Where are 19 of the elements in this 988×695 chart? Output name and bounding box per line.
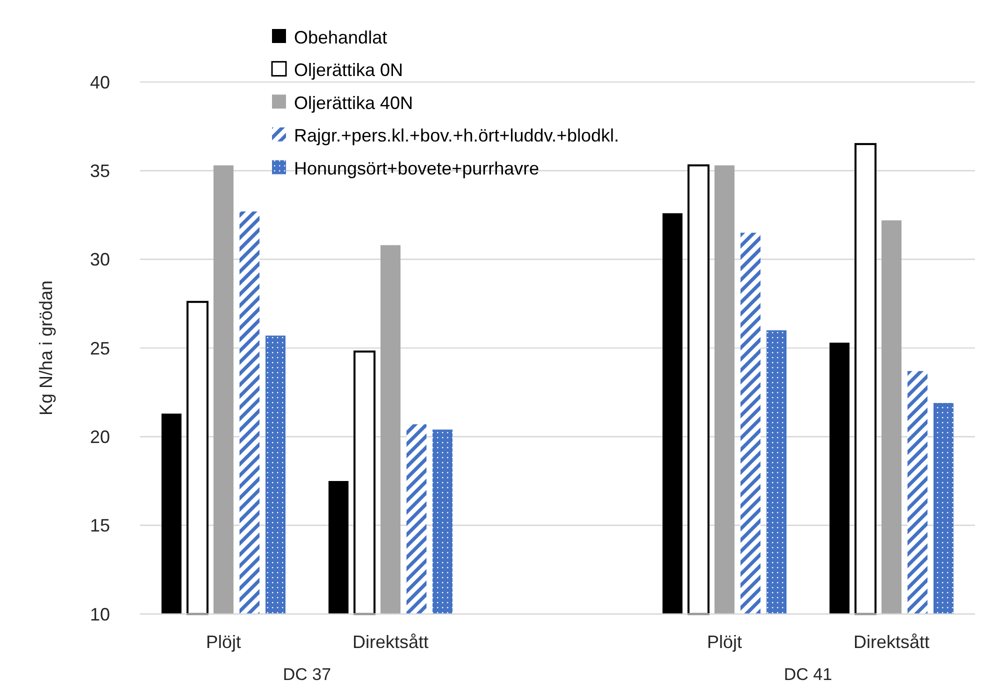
- x-tick-label: Plöjt: [206, 632, 242, 652]
- y-tick-label: 30: [90, 250, 110, 270]
- x-tick-label: Direktsått: [352, 632, 429, 652]
- y-tick-label: 25: [90, 338, 110, 358]
- y-tick-label: 35: [90, 160, 110, 181]
- y-tick-label: 10: [90, 604, 110, 624]
- legend-label: Obehandlat: [294, 27, 388, 48]
- y-tick-label: 20: [90, 426, 110, 447]
- y-axis-title: Kg N/ha i grödan: [36, 280, 56, 416]
- legend-label: Rajgr.+pers.kl.+bov.+h.ört+luddv.+blodkl.: [294, 126, 620, 146]
- text: DC 41: [784, 665, 832, 684]
- legend-label: Oljerättika 40N: [294, 92, 414, 113]
- y-tick-label: 15: [90, 516, 110, 536]
- x-tick-label: Direktsått: [853, 632, 930, 652]
- text: DC 37: [282, 665, 332, 684]
- y-tick-label: 40: [90, 72, 110, 92]
- legend-label: Oljerättika 0N: [294, 60, 404, 80]
- legend-label: Honungsört+bovete+purrhavre: [294, 158, 540, 178]
- x-tick-label: Plöjt: [706, 632, 742, 652]
